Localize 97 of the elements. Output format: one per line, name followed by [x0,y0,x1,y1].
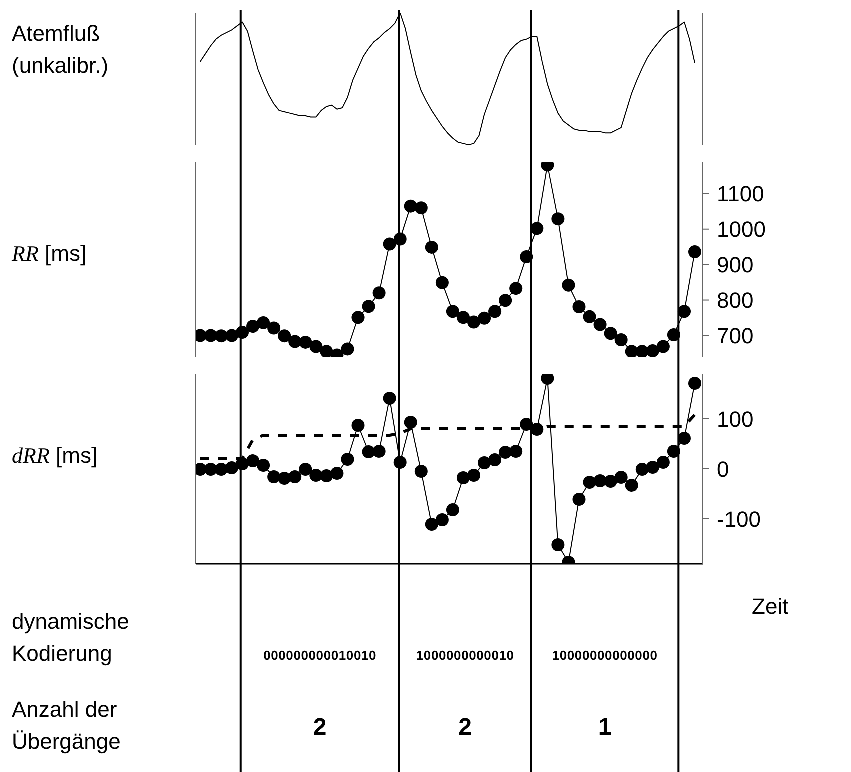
point [478,456,492,470]
point [656,456,670,469]
point [204,329,218,342]
point [456,311,470,324]
point [572,493,586,506]
point [552,538,565,552]
point [530,222,544,236]
point [362,300,376,314]
point [614,471,628,484]
point [320,345,334,357]
point [372,286,386,300]
text: 1000000000010 [415,648,516,663]
point [257,316,270,330]
point [488,305,502,318]
text: dynamische Kodierung [12,608,130,668]
point [425,240,438,254]
point [636,463,649,476]
point [678,305,691,318]
y-tick-label: 100 [717,406,754,432]
point [288,470,302,484]
y-tick-label: 1000 [717,217,766,242]
text: 10000000000000 [551,648,659,663]
point [688,377,702,390]
point [246,454,260,468]
point [278,472,292,485]
point [225,462,238,474]
point [372,445,386,458]
y-tick-label: 1100 [717,182,764,207]
point [257,459,270,472]
text: 1 [597,714,613,742]
point [352,419,365,432]
point [468,316,481,329]
point [414,202,428,215]
point [436,276,449,290]
point [288,335,302,348]
point [404,200,418,213]
point [530,423,544,436]
point [425,518,438,531]
point [268,470,281,484]
point [383,392,396,405]
point [594,318,607,332]
point [488,454,502,466]
y-tick-label: 700 [717,324,754,349]
y-axis-title: RR [ms] [12,240,88,268]
point [646,344,660,357]
point [499,446,512,459]
point [646,461,660,474]
text: Anzahl der Übergänge [12,696,122,756]
point [383,238,396,251]
point [446,305,460,318]
point [688,246,702,259]
point [225,329,238,342]
point [456,472,470,484]
point [656,340,670,354]
y-axis-title: dRR [ms] [12,442,99,470]
text: 2 [458,714,474,742]
point [572,300,586,314]
point [414,465,428,478]
point [562,278,576,292]
point [583,310,596,324]
point [541,374,554,385]
point [604,475,618,488]
point [446,504,460,516]
point [299,463,312,476]
point [552,212,565,226]
point [268,322,281,335]
y-tick-label: 800 [717,288,754,314]
point [604,327,618,340]
point [468,469,481,482]
text: 000000000010010 [262,648,378,663]
y-tick-label: 0 [717,456,730,482]
text: 2 [312,714,328,742]
point [320,470,334,482]
y-tick-label: -100 [717,506,762,532]
point [510,445,523,458]
point [214,330,228,343]
point [330,467,344,480]
point [614,333,628,346]
point [310,469,323,482]
point [341,342,354,356]
point [404,416,418,429]
point [246,320,260,334]
point [352,311,365,324]
point [278,330,292,343]
point [625,479,638,492]
y-axis-title: Atemfluß (unkalibr.) [12,20,110,80]
point [436,514,449,526]
point [678,432,691,445]
y-tick-label: 900 [717,252,754,278]
point [310,340,323,354]
point [299,336,312,349]
point [478,312,492,325]
point [499,294,512,308]
x-axis-title: Zeit [752,594,789,620]
point [510,282,523,296]
point [214,463,228,476]
point [341,453,354,466]
